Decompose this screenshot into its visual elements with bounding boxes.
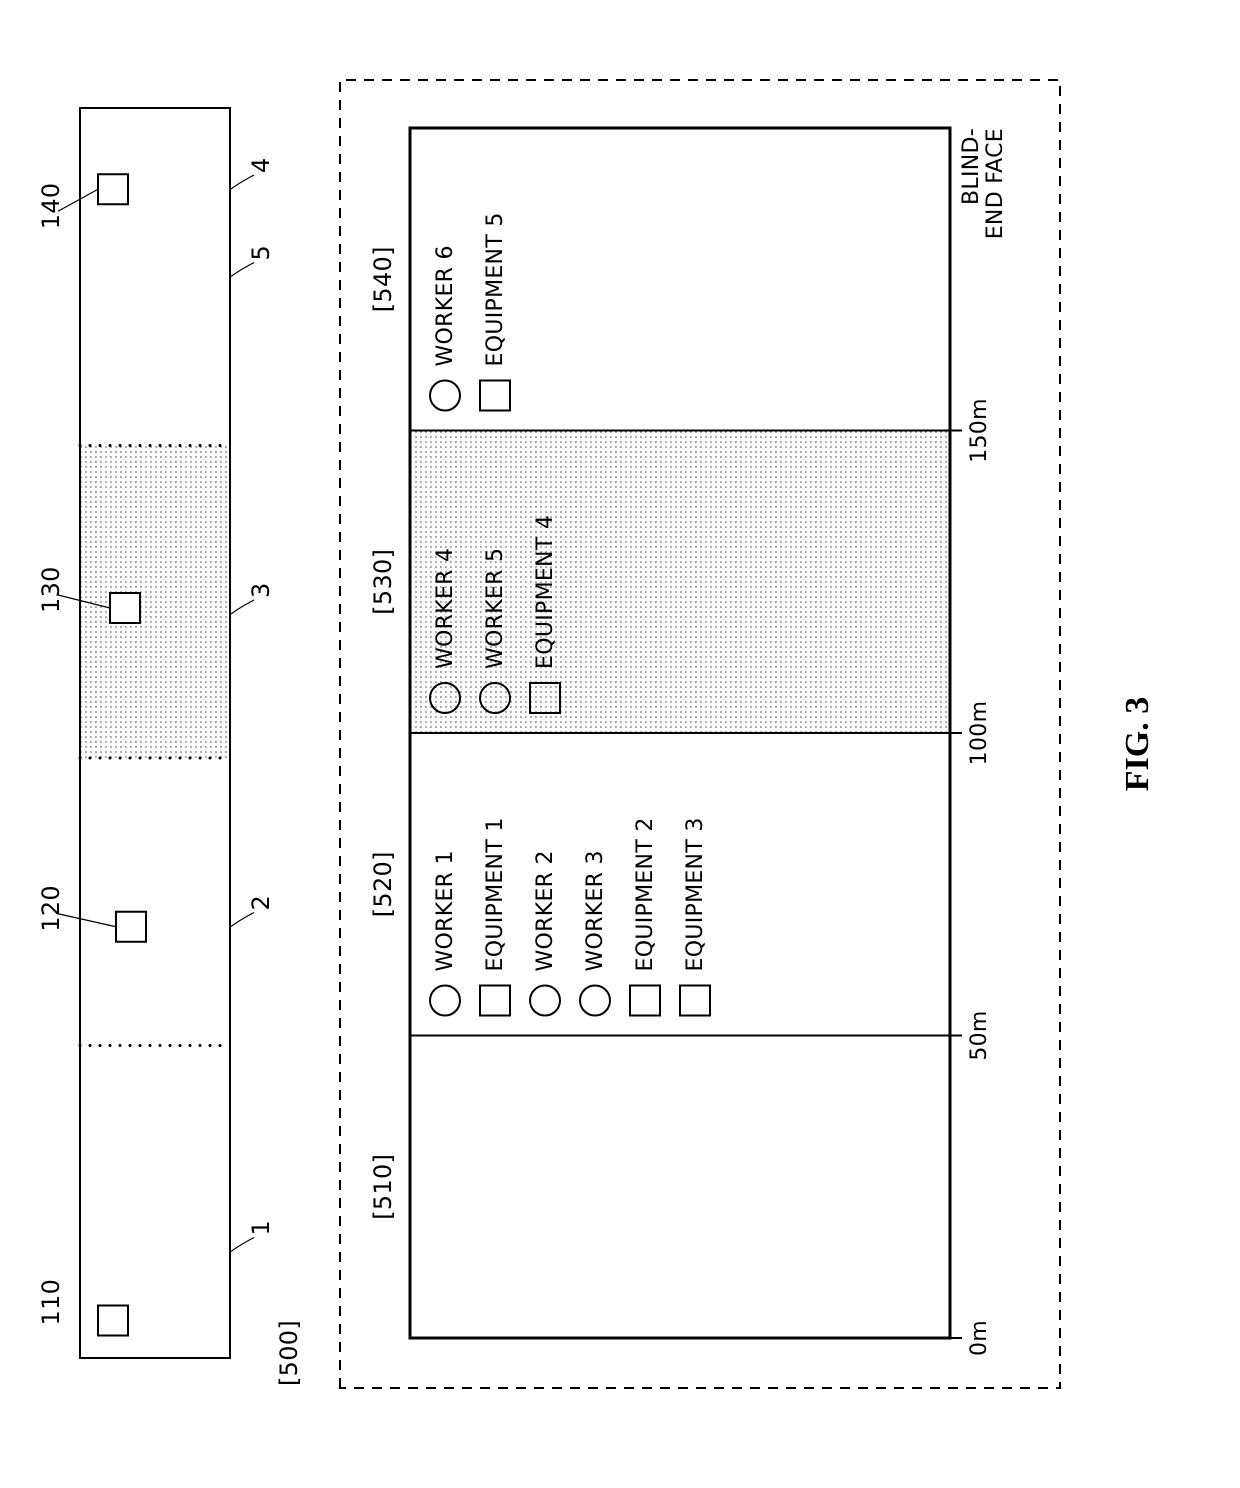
worker-icon	[430, 986, 460, 1016]
item-label: EQUIPMENT 3	[683, 817, 708, 971]
item-label: WORKER 1	[433, 850, 458, 971]
item-label: EQUIPMENT 4	[533, 515, 558, 669]
equipment-icon	[480, 986, 510, 1016]
topbar-ref-4: 4	[247, 157, 275, 173]
panel-label-500: [500]	[275, 1320, 303, 1386]
topbar-ref-1: 1	[247, 1220, 275, 1236]
topbar-node-label-140: 140	[37, 183, 65, 230]
topbar-ref-leader-5	[231, 263, 254, 277]
figure-caption: FIG. 3	[1119, 697, 1156, 791]
topbar-node-label-110: 110	[37, 1279, 65, 1326]
item-label: EQUIPMENT 1	[483, 817, 508, 971]
topbar-ref-3: 3	[247, 582, 275, 598]
mainbox-tick-label-100m: 100m	[967, 701, 992, 766]
mainbox-col-id-540: [540]	[369, 246, 397, 312]
topbar-ref-leader-4	[231, 175, 254, 189]
equipment-icon	[530, 683, 560, 713]
item-label: WORKER 4	[433, 548, 458, 669]
equipment-icon	[480, 381, 510, 411]
figure-svg: 110 120 130 140 1 2 3 4 5 [500] [510] [520] [530] [54…	[0, 0, 1240, 1488]
mainbox-end-label-2: END FACE	[983, 128, 1008, 239]
topbar-node-130	[110, 593, 140, 623]
mainbox-tick-label-50m: 50m	[967, 1010, 992, 1060]
mainbox-end-label-1: BLIND-	[959, 128, 984, 205]
worker-icon	[480, 683, 510, 713]
worker-icon	[430, 683, 460, 713]
mainbox-col-id-530: [530]	[369, 549, 397, 615]
worker-icon	[580, 986, 610, 1016]
worker-icon	[430, 381, 460, 411]
item-label: WORKER 5	[483, 548, 508, 669]
item-label: WORKER 3	[583, 850, 608, 971]
topbar-node-label-130: 130	[37, 566, 65, 613]
topbar-ref-5: 5	[247, 245, 275, 261]
topbar-node-140	[98, 174, 128, 204]
mainbox-tick-label-0m: 0m	[967, 1320, 992, 1356]
topbar-ref-2: 2	[247, 895, 275, 911]
topbar-node-120	[116, 912, 146, 942]
equipment-icon	[680, 986, 710, 1016]
item-label: WORKER 2	[533, 850, 558, 971]
mainbox-col-id-520: [520]	[369, 851, 397, 917]
item-label: EQUIPMENT 2	[633, 817, 658, 971]
mainbox-tick-label-150m: 150m	[967, 398, 992, 463]
topbar-shaded-segment	[80, 446, 230, 759]
item-label: EQUIPMENT 5	[483, 212, 508, 366]
topbar-ref-leader-3	[231, 600, 254, 614]
item-label: WORKER 6	[433, 245, 458, 366]
topbar-node-label-120: 120	[37, 885, 65, 932]
topbar-node-110	[98, 1306, 128, 1336]
topbar-ref-leader-2	[231, 913, 254, 927]
topbar-ref-leader-1	[231, 1238, 254, 1252]
equipment-icon	[630, 986, 660, 1016]
worker-icon	[530, 986, 560, 1016]
topbar-node-leader-120	[58, 914, 116, 927]
mainbox-col-id-510: [510]	[369, 1154, 397, 1220]
